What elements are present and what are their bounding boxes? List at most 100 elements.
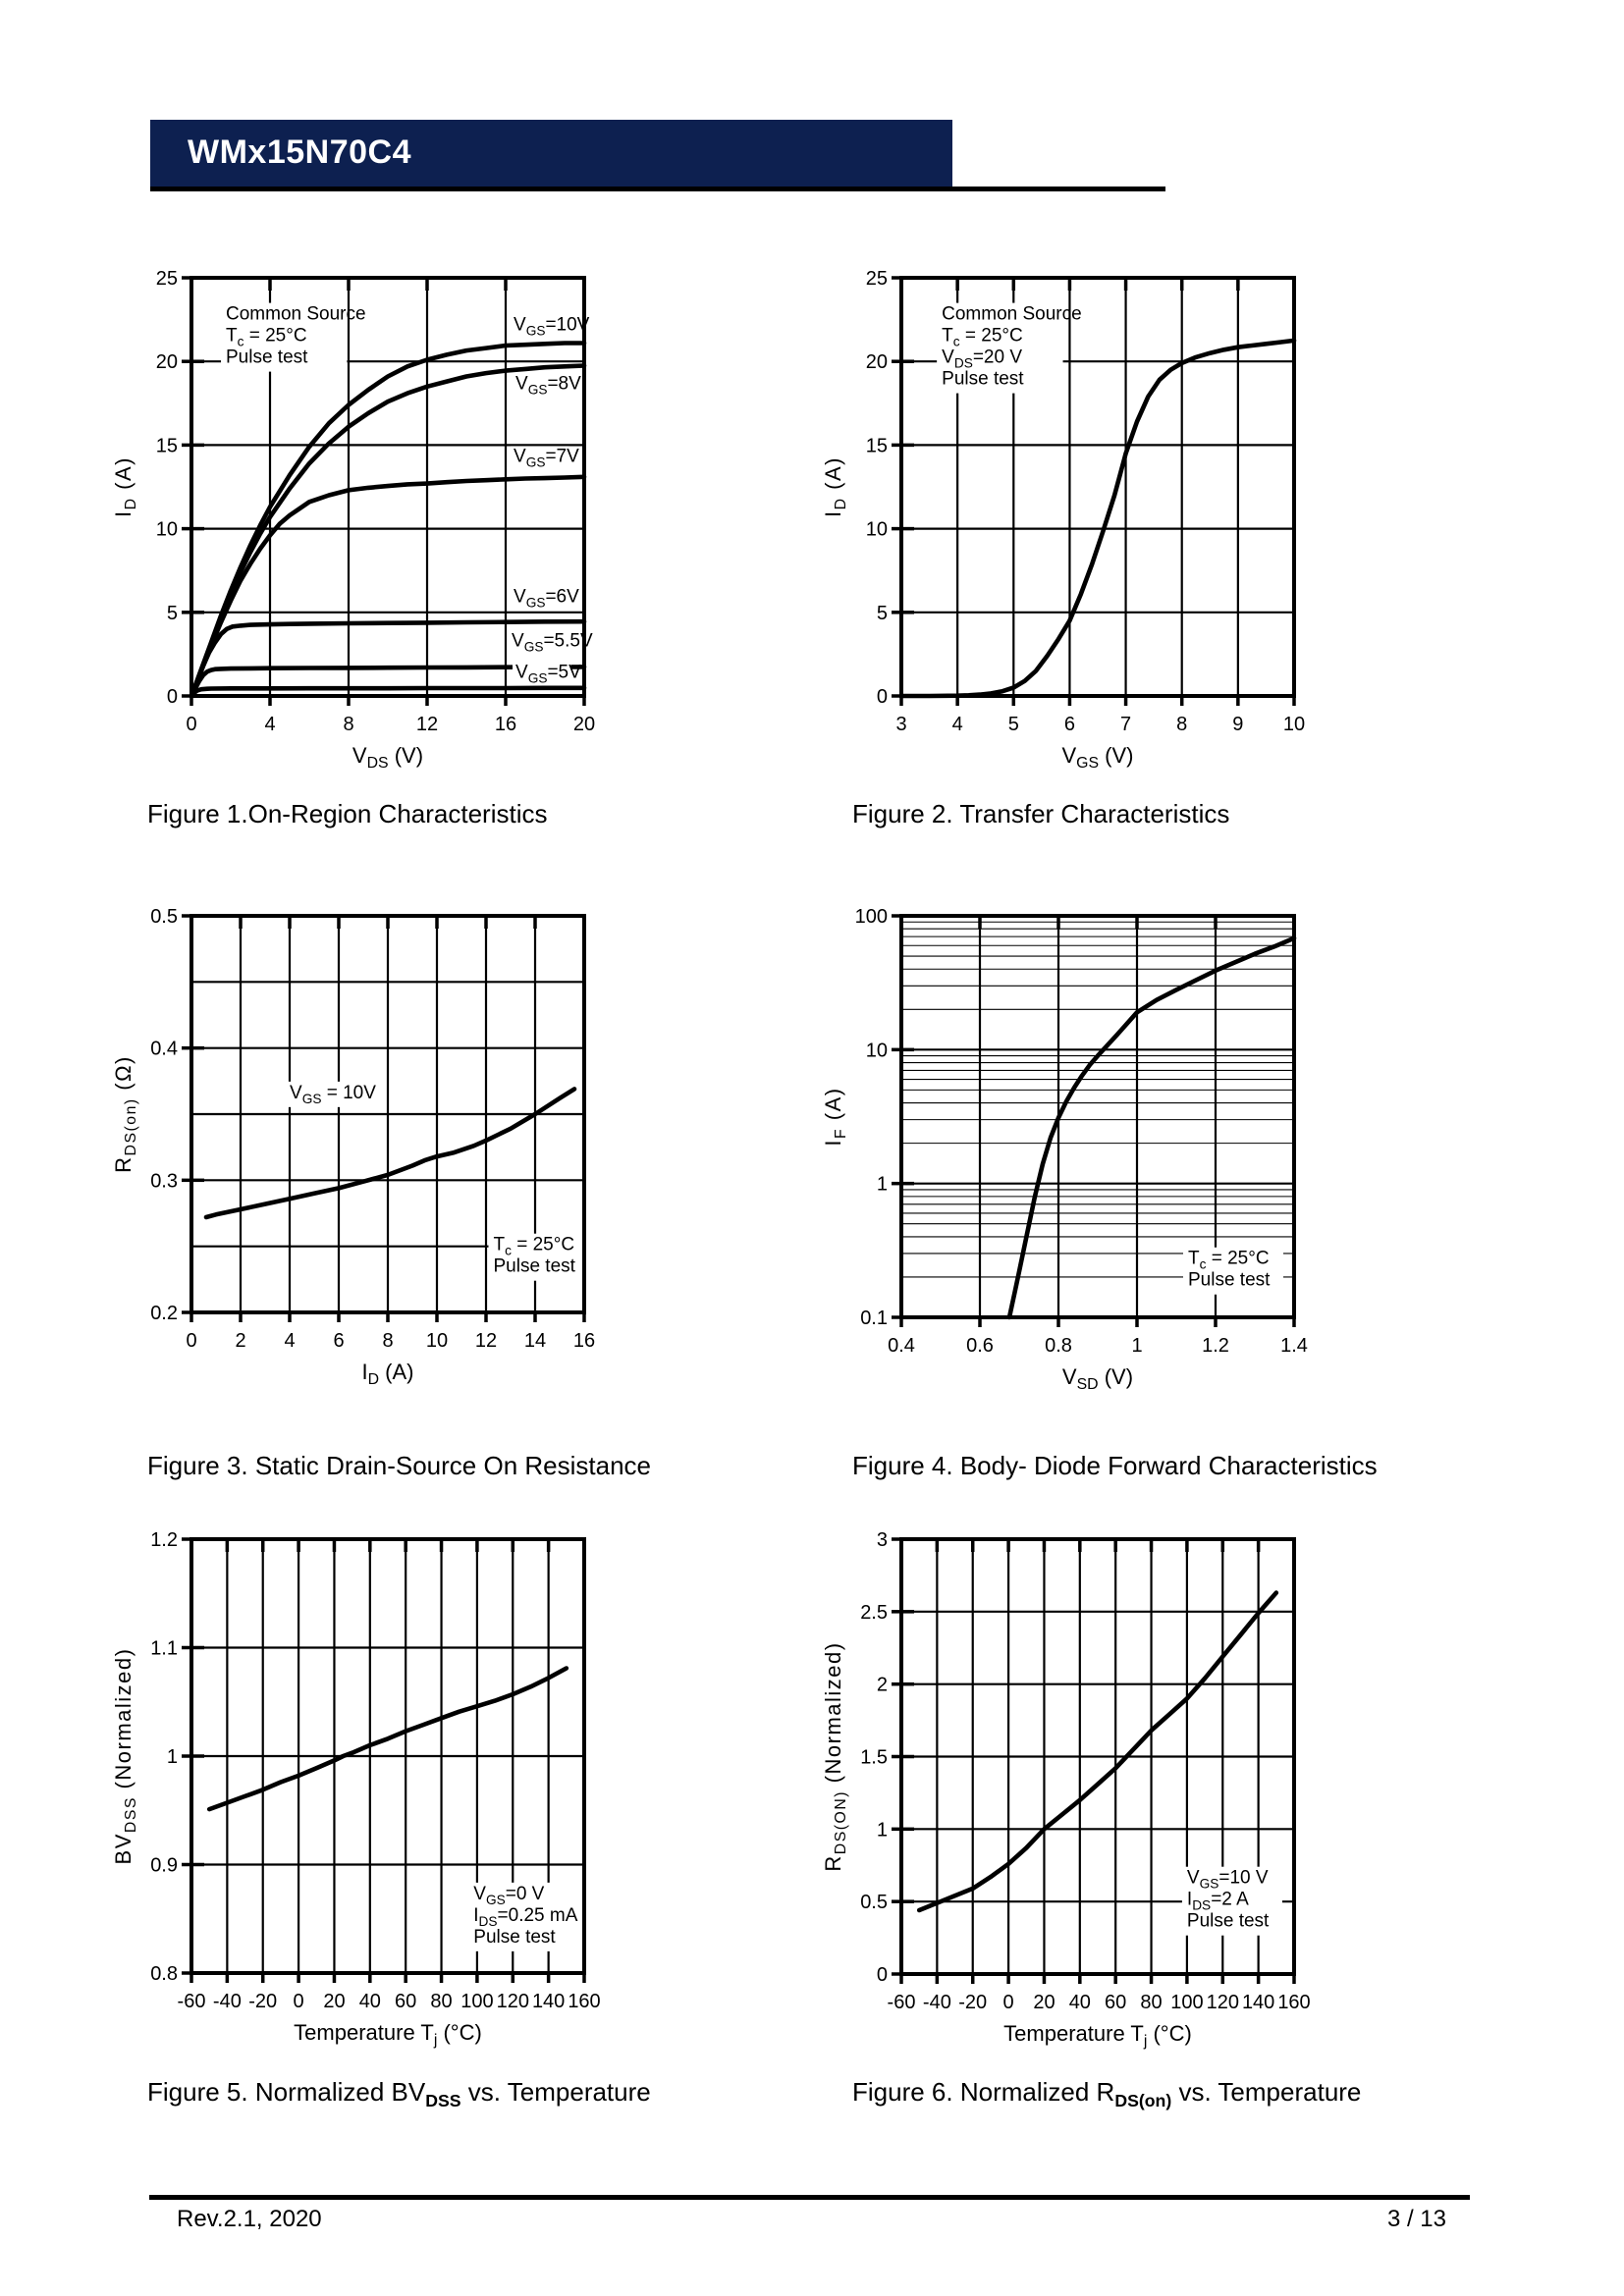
part-number: WMx15N70C4 [188, 133, 411, 171]
svg-text:9: 9 [1232, 714, 1243, 735]
svg-text:1.1: 1.1 [150, 1638, 178, 1660]
figure-1-chart: Common Source Tc = 25°C Pulse test VGS=10V V… [93, 243, 825, 804]
svg-text:VGS (V): VGS (V) [1061, 743, 1133, 772]
footer-revision: Rev.2.1, 2020 [177, 2206, 322, 2232]
svg-text:0.2: 0.2 [150, 1303, 178, 1324]
svg-text:0.4: 0.4 [150, 1039, 178, 1060]
svg-text:ID (A): ID (A) [821, 456, 849, 517]
svg-text:Pulse test: Pulse test [494, 1256, 576, 1277]
svg-text:VGS = 10V: VGS = 10V [290, 1083, 376, 1106]
svg-text:20: 20 [1033, 1992, 1055, 2013]
svg-text:16: 16 [495, 714, 516, 735]
svg-text:Pulse test: Pulse test [473, 1927, 556, 1948]
svg-text:60: 60 [395, 1991, 416, 2012]
figure-4-curve [1006, 935, 1297, 1320]
svg-text:0: 0 [1003, 1992, 1014, 2013]
svg-text:IF (A): IF (A) [821, 1087, 849, 1146]
svg-text:1.2: 1.2 [150, 1529, 178, 1551]
svg-text:Temperature Tj (°C): Temperature Tj (°C) [1003, 2021, 1192, 2050]
svg-text:8: 8 [343, 714, 353, 735]
svg-text:25: 25 [156, 268, 178, 290]
svg-text:ID (A): ID (A) [111, 456, 139, 517]
svg-text:10: 10 [866, 519, 888, 541]
svg-text:6: 6 [333, 1330, 344, 1352]
figure-4-chart: Tc = 25°C Pulse test 0.4 0.6 0.8 1 1.2 1.4 0.1 1 1… [803, 881, 1535, 1425]
svg-text:VGS=6V: VGS=6V [514, 587, 579, 611]
svg-text:10: 10 [426, 1330, 448, 1352]
svg-text:1.2: 1.2 [1202, 1335, 1229, 1357]
svg-text:16: 16 [573, 1330, 595, 1352]
figure-2-chart: Common Source Tc = 25°C VDS=20 V Pulse test… [803, 243, 1535, 804]
svg-text:7: 7 [1120, 714, 1131, 735]
svg-text:25: 25 [866, 268, 888, 290]
svg-text:VGS=5.5V: VGS=5.5V [512, 631, 593, 655]
svg-text:4: 4 [284, 1330, 295, 1352]
svg-text:100: 100 [855, 906, 888, 928]
svg-text:0: 0 [294, 1991, 304, 2012]
figure-1-curve [189, 665, 587, 699]
svg-text:VGS=8V: VGS=8V [515, 373, 581, 397]
svg-text:0: 0 [877, 686, 888, 708]
figure-5-chart: VGS=0 V IDS=0.25 mA Pulse test -60 -40 -20 0 20… [93, 1505, 825, 2081]
svg-text:3: 3 [877, 1529, 888, 1551]
svg-text:1: 1 [167, 1746, 178, 1768]
svg-text:3: 3 [895, 714, 906, 735]
svg-text:0: 0 [877, 1964, 888, 1986]
svg-text:0.5: 0.5 [150, 906, 178, 928]
svg-text:0.8: 0.8 [1045, 1335, 1072, 1357]
svg-text:0: 0 [186, 1330, 196, 1352]
svg-text:12: 12 [475, 1330, 497, 1352]
svg-text:4: 4 [264, 714, 275, 735]
svg-text:15: 15 [866, 435, 888, 456]
svg-text:100: 100 [1170, 1992, 1203, 2013]
svg-text:1: 1 [877, 1174, 888, 1196]
svg-text:0.5: 0.5 [860, 1892, 888, 1913]
figure-2-curve [898, 338, 1297, 699]
figure-6-chart: VGS=10 V IDS=2 A Pulse test -60 -40 -20 0 20 40 6… [803, 1505, 1535, 2082]
svg-text:40: 40 [359, 1991, 381, 2012]
svg-text:80: 80 [1140, 1992, 1162, 2013]
svg-text:20: 20 [866, 351, 888, 373]
figure-4-caption: Figure 4. Body- Diode Forward Characteri… [852, 1451, 1378, 1480]
svg-text:Pulse test: Pulse test [1188, 1270, 1271, 1291]
svg-text:-40: -40 [923, 1992, 951, 2013]
svg-text:RDS(on) (Ω): RDS(on) (Ω) [111, 1055, 139, 1173]
svg-text:60: 60 [1105, 1992, 1126, 2013]
svg-text:6: 6 [1064, 714, 1075, 735]
svg-text:20: 20 [156, 351, 178, 373]
svg-text:14: 14 [524, 1330, 546, 1352]
svg-text:BVDSS (Normalized): BVDSS (Normalized) [111, 1648, 139, 1865]
svg-text:15: 15 [156, 435, 178, 456]
svg-text:5: 5 [877, 603, 888, 624]
svg-text:160: 160 [568, 1991, 600, 2012]
svg-text:VGS=0 V: VGS=0 V [473, 1884, 544, 1907]
figure-2-caption: Figure 2. Transfer Characteristics [852, 799, 1230, 828]
svg-text:Tc = 25°C: Tc = 25°C [1188, 1249, 1270, 1272]
svg-text:12: 12 [416, 714, 438, 735]
svg-text:0: 0 [186, 714, 196, 735]
svg-text:RDS(ON) (Normalized): RDS(ON) (Normalized) [821, 1641, 849, 1871]
figure-1-curve [189, 685, 587, 699]
svg-text:140: 140 [532, 1991, 565, 2012]
svg-text:0.4: 0.4 [888, 1335, 915, 1357]
svg-text:IDS=2 A: IDS=2 A [1187, 1890, 1249, 1913]
footer-divider [149, 2195, 1470, 2200]
svg-text:1: 1 [1131, 1335, 1142, 1357]
svg-text:Common Source: Common Source [226, 304, 366, 325]
svg-text:-20: -20 [248, 1991, 277, 2012]
svg-text:40: 40 [1069, 1992, 1091, 2013]
svg-text:160: 160 [1277, 1992, 1310, 2013]
header-banner: WMx15N70C4 [150, 120, 952, 187]
figure-1-curve [189, 618, 587, 699]
svg-text:2: 2 [877, 1675, 888, 1696]
svg-text:1.4: 1.4 [1280, 1335, 1308, 1357]
figure-1-curve [189, 474, 587, 699]
svg-text:8: 8 [1176, 714, 1187, 735]
svg-text:4: 4 [952, 714, 963, 735]
figure-1-caption: Figure 1.On-Region Characteristics [147, 799, 548, 828]
svg-text:-60: -60 [888, 1992, 916, 2013]
svg-text:1.5: 1.5 [860, 1747, 888, 1769]
figure-5-caption: Figure 5. Normalized BVDSS vs. Temperatu… [147, 2077, 651, 2111]
